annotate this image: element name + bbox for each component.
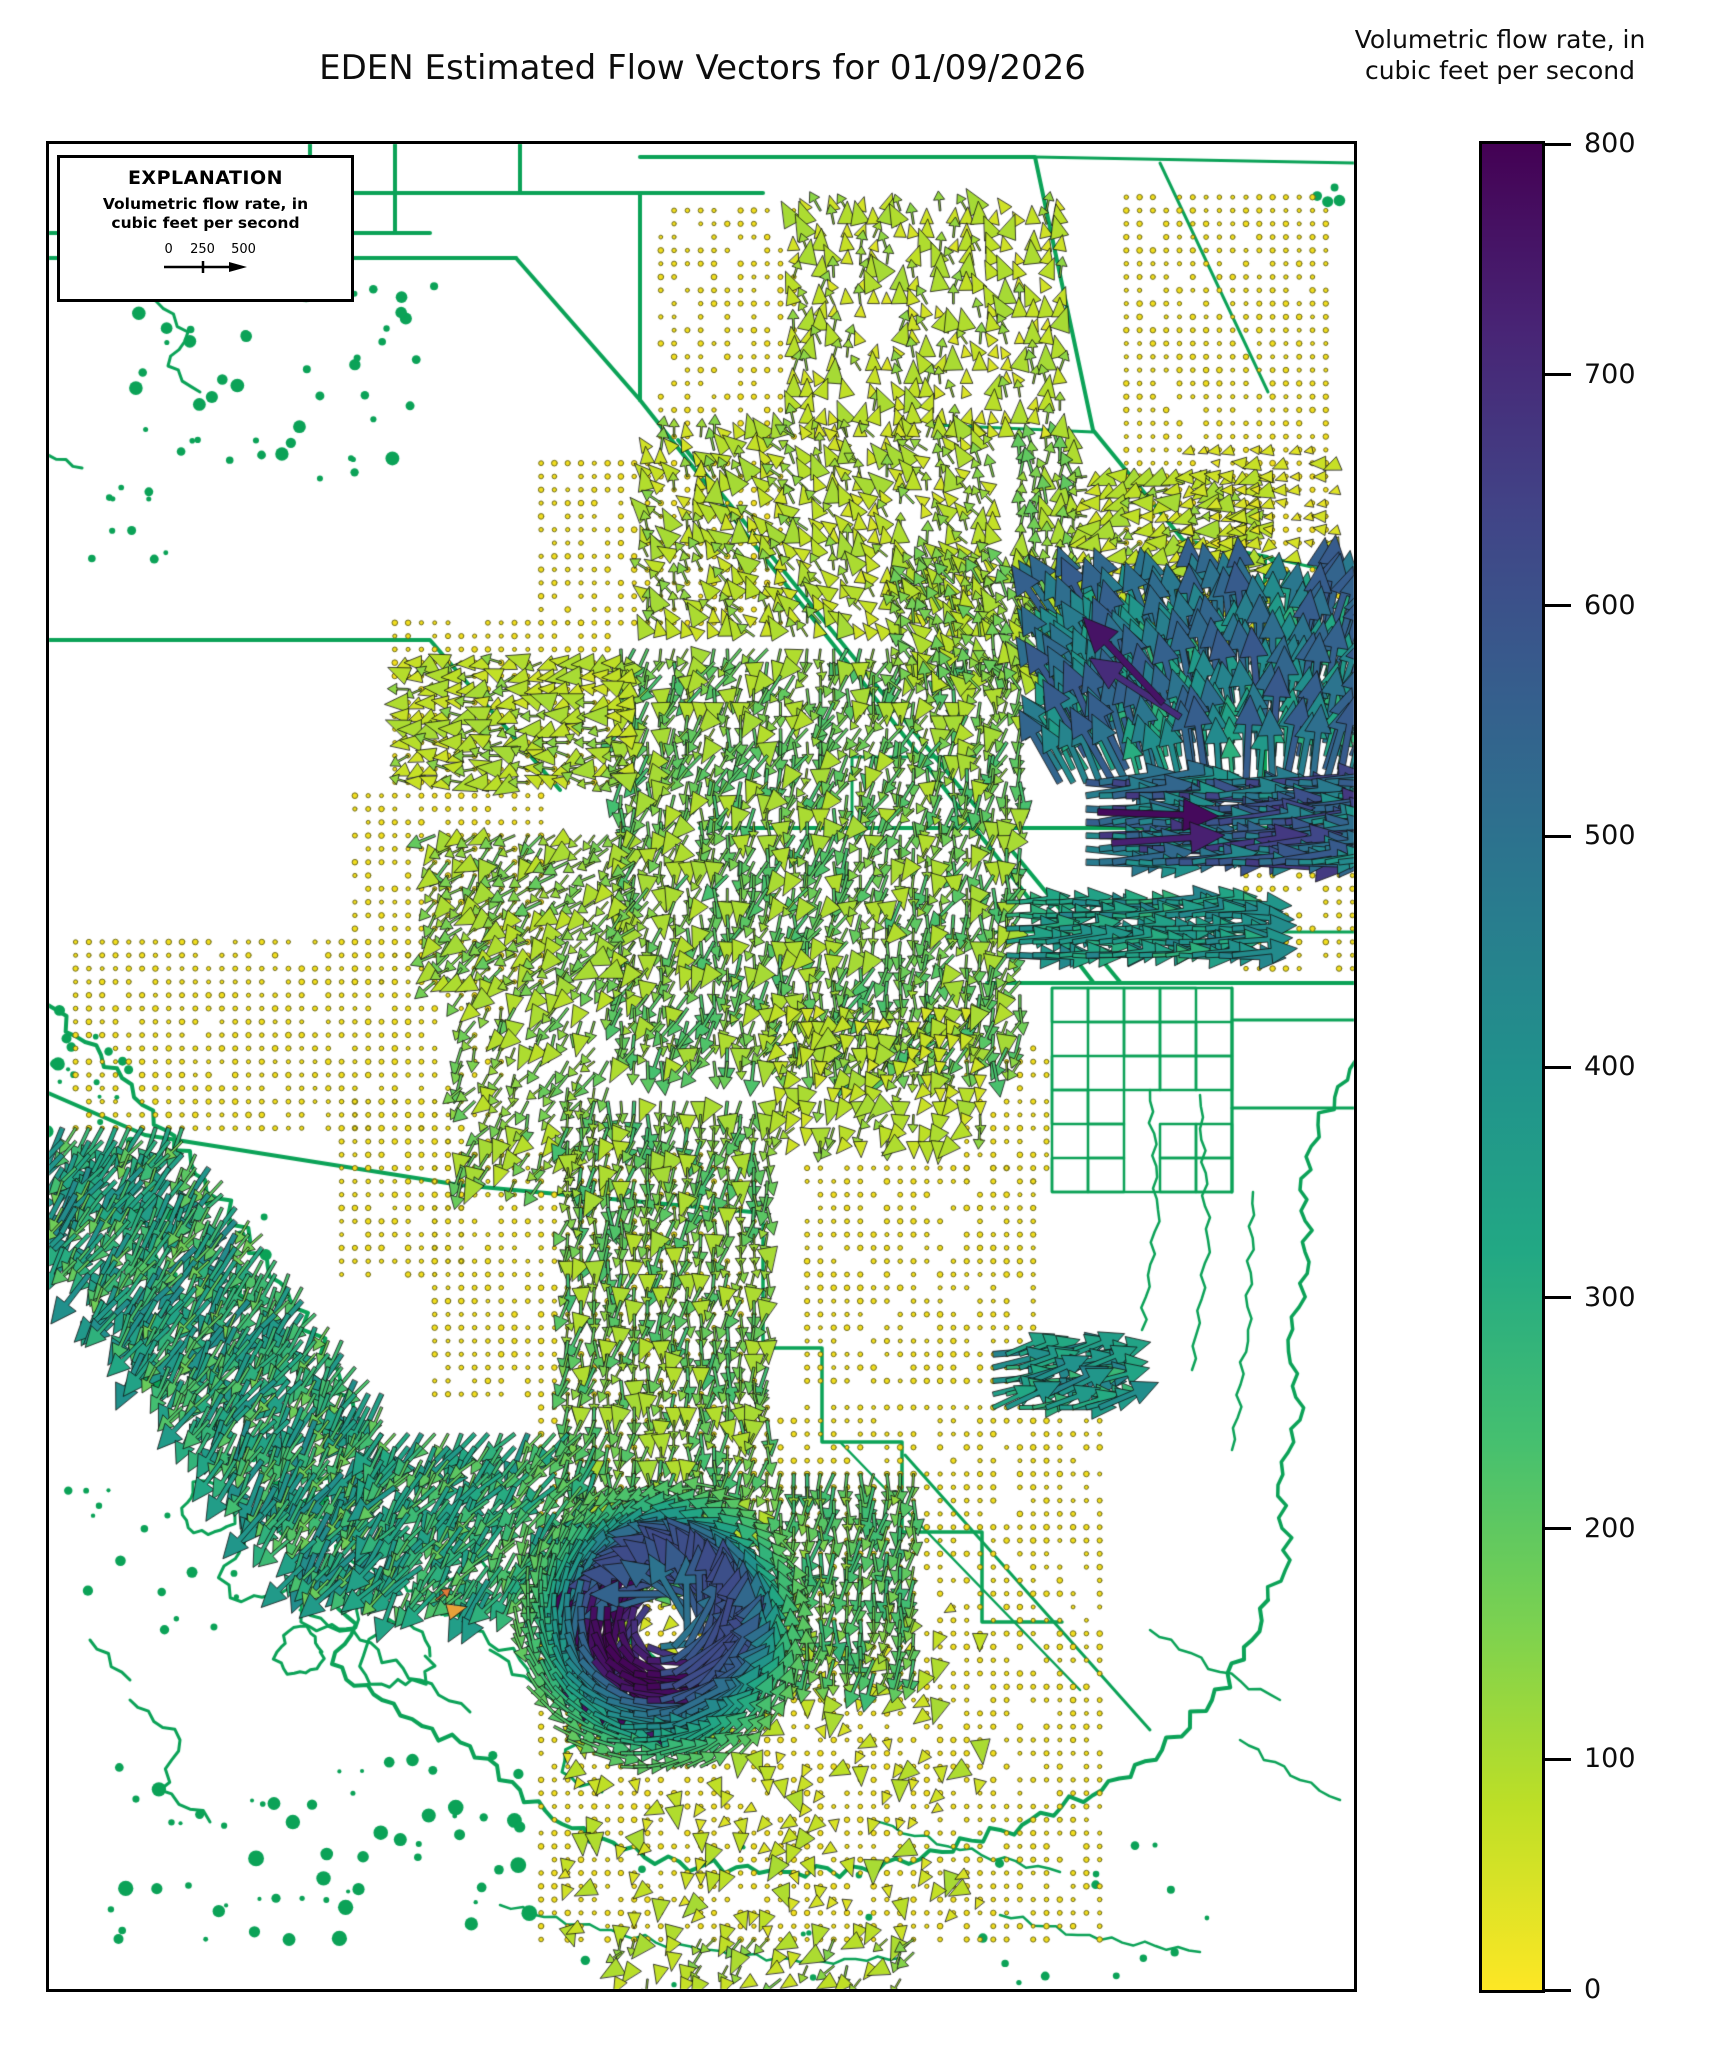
colorbar-tick: [1545, 834, 1571, 838]
colorbar-tick: [1545, 373, 1571, 377]
scale-tick-250: 250: [190, 241, 215, 257]
colorbar-tick: [1545, 1527, 1571, 1530]
colorbar-tick-label: 200: [1584, 1512, 1636, 1544]
colorbar-tick-label: 300: [1584, 1281, 1636, 1313]
scale-bar: 0 250 500: [163, 241, 256, 276]
colorbar-tick-label: 500: [1584, 820, 1636, 852]
colorbar-tick: [1545, 1988, 1571, 1992]
map-frame: [46, 141, 1357, 1992]
colorbar-tick-label: 100: [1584, 1743, 1636, 1775]
explanation-subtitle-line1: Volumetric flow rate, in: [102, 195, 309, 213]
colorbar-tick-label: 0: [1584, 1974, 1602, 2005]
colorbar-tick: [1545, 142, 1571, 146]
colorbar-title-line1: Volumetric flow rate, in: [1354, 25, 1646, 54]
colorbar-title: Volumetric flow rate, in cubic feet per …: [1320, 24, 1680, 87]
colorbar-tick-label: 700: [1584, 358, 1636, 390]
colorbar-tick: [1545, 1757, 1571, 1761]
explanation-box: EXPLANATION Volumetric flow rate, in cub…: [57, 155, 354, 302]
scale-tick-0: 0: [164, 241, 173, 257]
scale-arrow-icon: [163, 260, 247, 273]
explanation-title: EXPLANATION: [127, 167, 284, 189]
colorbar-tick-label: 400: [1584, 1051, 1636, 1082]
colorbar-tick: [1545, 1065, 1571, 1069]
scale-tick-500: 500: [231, 241, 256, 257]
colorbar-tick: [1545, 604, 1571, 607]
colorbar-tick: [1545, 1296, 1571, 1300]
page-title: EDEN Estimated Flow Vectors for 01/09/20…: [319, 48, 1086, 88]
colorbar-tick-label: 800: [1584, 128, 1636, 159]
colorbar-tick-label: 600: [1584, 589, 1636, 621]
colorbar-gradient: [1479, 141, 1545, 1993]
scale-bar-labels: 0 250 500: [163, 241, 256, 257]
explanation-subtitle-line2: cubic feet per second: [111, 214, 300, 233]
colorbar-title-line2: cubic feet per second: [1364, 56, 1636, 86]
